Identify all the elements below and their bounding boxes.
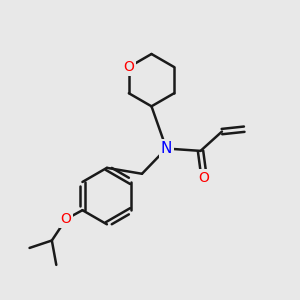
Text: O: O xyxy=(123,60,134,74)
Text: N: N xyxy=(161,141,172,156)
Text: O: O xyxy=(61,212,71,226)
Text: O: O xyxy=(199,171,209,184)
